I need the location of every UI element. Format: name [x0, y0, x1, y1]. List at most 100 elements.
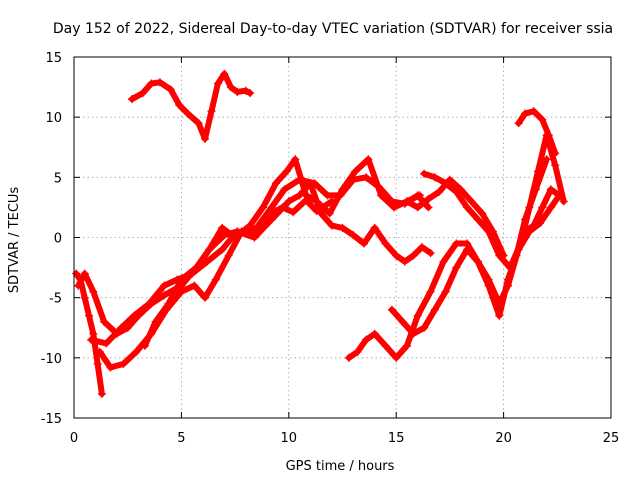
chart-title: Day 152 of 2022, Sidereal Day-to-day VTE… [53, 21, 613, 37]
data-point-marker [327, 221, 336, 230]
data-point-marker [344, 353, 353, 362]
data-point-marker [213, 79, 222, 88]
data-point-marker [488, 227, 497, 236]
data-point-marker [463, 203, 472, 212]
data-point-marker [241, 86, 250, 95]
series-layer [72, 69, 568, 398]
data-point-marker [203, 257, 212, 266]
data-point-marker [155, 78, 164, 87]
data-point-marker [246, 89, 255, 98]
data-point-marker [224, 251, 233, 260]
y-tick-label: 10 [45, 111, 62, 126]
data-point-marker [377, 191, 386, 200]
data-point-marker [160, 291, 169, 300]
data-point-marker [542, 155, 551, 164]
data-point-marker [503, 281, 512, 290]
series-line [388, 186, 563, 337]
data-point-marker [100, 317, 109, 326]
data-point-marker [177, 275, 186, 284]
data-point-marker [413, 311, 422, 320]
data-point-marker [87, 335, 96, 344]
data-point-marker [473, 257, 482, 266]
data-point-marker [106, 363, 115, 372]
y-tick-label: -10 [41, 352, 62, 367]
data-point-marker [177, 287, 186, 296]
data-point-marker [175, 101, 184, 110]
data-point-marker [409, 251, 418, 260]
data-point-marker [231, 233, 240, 242]
x-tick-label: 0 [70, 431, 78, 446]
data-point-marker [194, 119, 203, 128]
data-point-marker [267, 203, 276, 212]
data-point-marker [252, 223, 261, 232]
data-point-marker [387, 305, 396, 314]
data-point-marker [250, 233, 259, 242]
data-point-marker [441, 287, 450, 296]
data-point-marker [284, 197, 293, 206]
data-point-marker [402, 197, 411, 206]
data-point-marker [119, 359, 128, 368]
data-point-marker [289, 208, 298, 217]
data-point-marker [452, 263, 461, 272]
data-point-marker [271, 179, 280, 188]
data-point-marker [402, 341, 411, 350]
data-point-marker [445, 175, 454, 184]
x-tick-label: 25 [603, 431, 620, 446]
data-point-marker [183, 109, 192, 118]
data-point-marker [456, 185, 465, 194]
data-point-marker [413, 203, 422, 212]
data-point-marker [538, 115, 547, 124]
data-point-marker [338, 185, 347, 194]
data-point-marker [117, 323, 126, 332]
data-point-marker [211, 275, 220, 284]
data-point-marker [521, 109, 530, 118]
data-point-marker [218, 223, 227, 232]
series-group [127, 69, 255, 143]
data-point-marker [420, 323, 429, 332]
data-point-marker [364, 155, 373, 164]
data-point-marker [359, 239, 368, 248]
data-point-marker [381, 239, 390, 248]
data-point-marker [201, 134, 210, 143]
y-tick-label: 5 [54, 171, 62, 186]
data-point-marker [467, 197, 476, 206]
data-point-marker [130, 311, 139, 320]
tick-labels: 0 5 10 15 20 25 -15 -10 -5 0 5 10 15 [41, 51, 620, 446]
data-point-marker [192, 263, 201, 272]
data-point-marker [140, 341, 149, 350]
data-point-marker [544, 131, 553, 140]
data-point-marker [435, 187, 444, 196]
series-line [515, 108, 559, 157]
data-point-marker [93, 359, 102, 368]
y-tick-label: 0 [54, 232, 62, 247]
data-point-marker [145, 299, 154, 308]
data-point-marker [301, 191, 310, 200]
data-point-marker [478, 209, 487, 218]
data-point-marker [512, 251, 521, 260]
data-point-marker [218, 245, 227, 254]
data-point-marker [132, 347, 141, 356]
data-point-marker [424, 203, 433, 212]
y-tick-label: -15 [41, 412, 62, 427]
data-point-marker [452, 239, 461, 248]
data-point-marker [147, 79, 156, 88]
data-point-marker [521, 215, 530, 224]
y-axis-label: SDTVAR / TECUs [7, 187, 22, 294]
data-point-marker [282, 167, 291, 176]
data-point-marker [495, 299, 504, 308]
data-point-marker [381, 341, 390, 350]
data-point-marker [551, 149, 560, 158]
data-point-marker [398, 317, 407, 326]
data-point-marker [424, 194, 433, 203]
data-point-marker [426, 249, 435, 258]
tick-marks [73, 56, 612, 419]
data-point-marker [392, 251, 401, 260]
data-point-marker [551, 161, 560, 170]
data-point-marker [201, 293, 210, 302]
series-group [87, 179, 435, 348]
data-point-marker [426, 287, 435, 296]
x-tick-label: 10 [281, 431, 298, 446]
data-point-marker [546, 203, 555, 212]
series-line [403, 176, 507, 259]
